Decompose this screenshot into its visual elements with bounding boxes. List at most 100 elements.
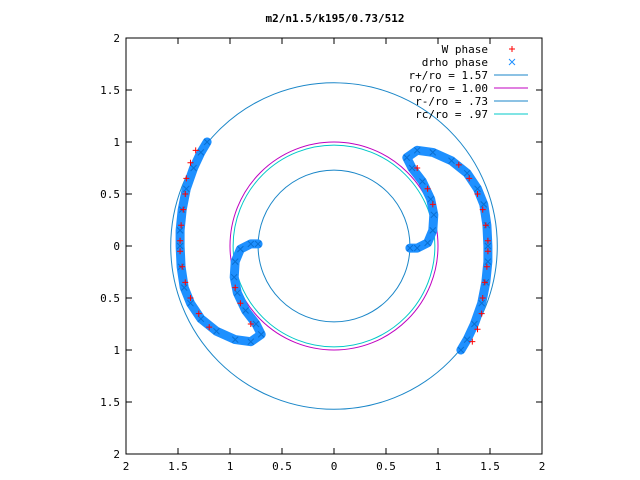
x-tick-label: 1 xyxy=(435,460,442,473)
w-phase-point xyxy=(479,295,486,301)
reference-circles xyxy=(170,82,498,410)
w-phase-point xyxy=(479,206,486,213)
drho-point xyxy=(252,320,260,328)
w-phase-point xyxy=(484,248,491,255)
drho-point xyxy=(231,336,239,343)
drho-point xyxy=(419,178,426,185)
drho-point xyxy=(413,146,421,154)
axis-ticks: 2 1.5 1 0.5 0 0.5 1 1.5 221.510.500.511.52 xyxy=(100,32,545,473)
w-phase-point xyxy=(429,201,436,208)
drho-point xyxy=(484,242,492,250)
drho-point xyxy=(197,149,205,156)
w-phase-point xyxy=(237,300,244,307)
drho-point xyxy=(203,138,211,146)
w-phase-point xyxy=(182,191,189,197)
w-phase-point xyxy=(182,279,189,286)
w-phase-point xyxy=(478,310,485,317)
x-tick-label: 0 xyxy=(331,460,338,473)
w-phase-point xyxy=(195,310,202,317)
w-phase-point xyxy=(474,191,481,197)
y-tick-label: 0 xyxy=(113,240,120,253)
drho-point xyxy=(403,154,411,161)
circle-4 xyxy=(232,144,436,348)
drho-point xyxy=(182,185,190,193)
x-tick-label: 0.5 xyxy=(376,460,396,473)
legend-marker-cross xyxy=(508,58,516,66)
drho-point xyxy=(176,242,184,250)
drho-point xyxy=(180,284,188,291)
y-tick-label: 2 xyxy=(113,32,120,45)
w-phase-point xyxy=(484,237,491,244)
legend-label: W phase xyxy=(442,43,488,56)
y-tick-label: 2 xyxy=(113,448,120,461)
drho-point xyxy=(463,169,471,177)
x-tick-label: 1.5 xyxy=(480,460,500,473)
drho-point xyxy=(424,239,431,247)
w-phase-point xyxy=(469,338,476,345)
drho-point xyxy=(237,245,244,253)
drho-point xyxy=(413,244,421,252)
x-tick-label: 1 xyxy=(227,460,234,473)
legend-label: drho phase xyxy=(422,56,488,69)
drho-point xyxy=(187,299,194,307)
drho-point xyxy=(457,346,465,354)
w-phase-point xyxy=(414,165,421,171)
chart-title: m2/n1.5/k195/0.73/512 xyxy=(265,12,404,25)
legend-label: rc/ro = .97 xyxy=(415,108,488,121)
w-phase-point xyxy=(455,161,462,168)
drho-point xyxy=(484,258,492,265)
drho-point xyxy=(197,315,205,323)
drho-point xyxy=(463,336,471,343)
w-phase-point xyxy=(481,279,488,286)
y-tick-label: 0.5 xyxy=(100,188,120,201)
w-phase-point xyxy=(232,284,239,291)
drho-point xyxy=(247,240,255,248)
drho-phase-series xyxy=(175,137,493,355)
legend-label: ro/ro = 1.00 xyxy=(409,82,488,95)
y-tick-label: 0.5 xyxy=(100,292,120,305)
legend-marker-plus xyxy=(509,46,515,52)
y-tick-label: 1.5 xyxy=(100,396,120,409)
x-tick-label: 0.5 xyxy=(272,460,292,473)
drho-point xyxy=(247,338,255,346)
drho-point xyxy=(254,240,262,248)
circle-1 xyxy=(170,82,498,410)
w-phase-point xyxy=(482,222,489,229)
w-phase-point xyxy=(466,175,473,182)
w-phase-point xyxy=(183,175,190,182)
drho-point xyxy=(242,307,249,314)
w-phase-point xyxy=(192,147,199,154)
drho-point xyxy=(213,327,220,335)
w-phase-point xyxy=(247,321,254,327)
x-tick-label: 2 xyxy=(123,460,130,473)
drho-point xyxy=(176,227,184,234)
circle-2 xyxy=(229,141,439,351)
circle-3 xyxy=(257,169,411,323)
drho-point xyxy=(430,211,438,219)
drho-point xyxy=(429,227,437,234)
drho-point xyxy=(480,201,488,208)
x-tick-label: 2 xyxy=(539,460,546,473)
drho-point xyxy=(474,185,481,193)
w-phase-point xyxy=(177,237,184,244)
w-phase-point xyxy=(474,326,481,333)
drho-point xyxy=(231,258,239,265)
w-phase-point xyxy=(187,295,194,301)
y-tick-label: 1.5 xyxy=(100,84,120,97)
w-phase-point xyxy=(179,263,186,270)
drho-point xyxy=(190,164,197,172)
drho-point xyxy=(233,289,241,297)
w-phase-point xyxy=(177,248,184,255)
legend-label: r-/ro = .73 xyxy=(415,95,488,108)
w-phase-point xyxy=(424,185,431,192)
drho-point xyxy=(406,244,414,252)
w-phase-point xyxy=(206,324,213,331)
y-tick-label: 1 xyxy=(113,136,120,149)
w-phase-point xyxy=(187,159,194,166)
drho-point xyxy=(230,273,238,281)
y-tick-label: 1 xyxy=(113,344,120,357)
x-tick-label: 1.5 xyxy=(168,460,188,473)
drho-point xyxy=(427,195,435,203)
